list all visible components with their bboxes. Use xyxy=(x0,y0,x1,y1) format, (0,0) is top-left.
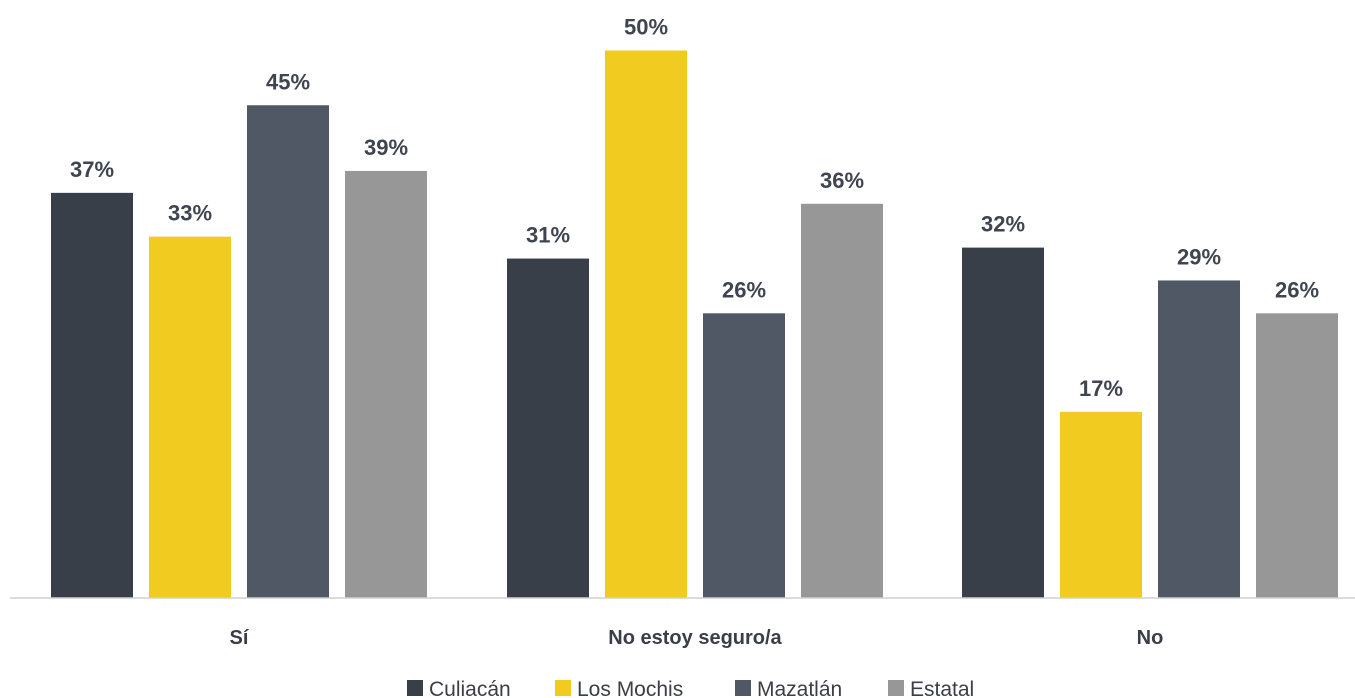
data-labels-layer: 37% 33% 45% 39% 31% 50% 26% 36% 32% 17% 29% 26% xyxy=(70,15,1319,401)
data-label-3-2: 17% xyxy=(1079,376,1123,401)
legend-label-3: Mazatlán xyxy=(757,678,842,698)
category-label-1: Sí xyxy=(230,627,250,649)
data-label-2-1: 31% xyxy=(526,223,570,248)
bar-1-3 xyxy=(247,105,329,598)
category-label-3: No xyxy=(1137,627,1164,649)
bar-3-3 xyxy=(1158,280,1240,598)
bar-2-2 xyxy=(605,50,687,598)
data-label-3-3: 29% xyxy=(1177,244,1221,269)
legend-label-1: Culiacán xyxy=(429,678,511,698)
category-labels-layer: Sí No estoy seguro/a No xyxy=(230,627,1164,649)
bar-3-2 xyxy=(1060,411,1142,598)
bar-2-3 xyxy=(703,313,785,598)
bar-2-4 xyxy=(801,203,883,599)
data-label-2-4: 36% xyxy=(820,168,864,193)
data-label-1-4: 39% xyxy=(364,135,408,160)
bars-layer xyxy=(51,50,1338,599)
legend-swatch-4 xyxy=(888,680,904,696)
bar-1-2 xyxy=(149,236,231,598)
bar-3-4 xyxy=(1256,313,1338,598)
data-label-3-1: 32% xyxy=(981,212,1025,237)
legend: Culiacán Los Mochis Mazatlán Estatal xyxy=(407,678,974,698)
bar-3-1 xyxy=(962,247,1044,598)
legend-swatch-2 xyxy=(555,680,571,696)
category-label-2: No estoy seguro/a xyxy=(608,627,782,649)
bar-1-1 xyxy=(51,192,133,598)
legend-label-4: Estatal xyxy=(910,678,974,698)
bar-1-4 xyxy=(345,170,427,598)
bar-2-1 xyxy=(507,258,589,598)
legend-swatch-3 xyxy=(735,680,751,696)
data-label-1-1: 37% xyxy=(70,157,114,182)
legend-swatch-1 xyxy=(407,680,423,696)
data-label-1-3: 45% xyxy=(266,69,310,94)
data-label-1-2: 33% xyxy=(168,201,212,226)
data-label-2-3: 26% xyxy=(722,277,766,302)
data-label-2-2: 50% xyxy=(624,15,668,40)
legend-label-2: Los Mochis xyxy=(577,678,683,698)
data-label-3-4: 26% xyxy=(1275,277,1319,302)
